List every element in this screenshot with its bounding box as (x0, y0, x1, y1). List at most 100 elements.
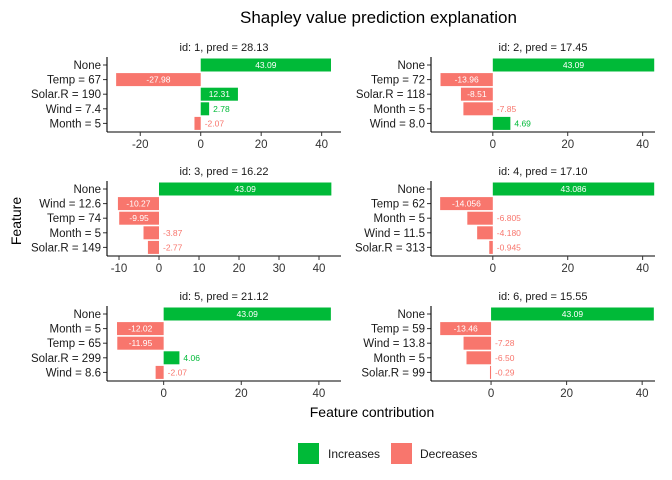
bar-decrease (460, 87, 493, 101)
bar-decrease (440, 322, 492, 336)
x-axis-label: Feature contribution (310, 404, 435, 420)
bar-decrease (489, 365, 492, 379)
bar-increase (200, 58, 331, 72)
chart-title: Shapley value prediction explanation (240, 8, 517, 27)
bar-value-label: -6.50 (495, 353, 515, 363)
bar-value-label: 12.31 (209, 89, 231, 99)
bar-value-label: -27.98 (146, 75, 170, 85)
bar-value-label: -3.87 (163, 228, 183, 238)
y-axis-label: Feature (8, 197, 24, 245)
bar-decrease (194, 116, 201, 130)
x-tick-label: 20 (561, 139, 574, 151)
bar-value-label: -14.056 (452, 199, 481, 209)
feature-label: Temp = 67 (47, 75, 101, 87)
x-tick-label: 0 (490, 139, 496, 151)
feature-label: Wind = 8.0 (370, 118, 425, 130)
legend-swatch-decreases (391, 443, 412, 464)
feature-label: Wind = 7.4 (46, 104, 102, 116)
feature-label: Month = 5 (50, 324, 101, 336)
legend-swatch-increases (298, 443, 319, 464)
x-tick-label: 20 (560, 388, 573, 400)
feature-label: Month = 5 (50, 118, 101, 130)
panel-strip-title: id: 3, pred = 16.22 (180, 166, 269, 178)
feature-label: Temp = 65 (47, 338, 101, 350)
x-tick-label: 40 (636, 388, 649, 400)
bar-value-label: -0.29 (495, 367, 515, 377)
panel-strip-title: id: 1, pred = 28.13 (180, 42, 269, 54)
bar-increase (163, 351, 180, 365)
bar-increase (159, 182, 332, 196)
facet-panel-4: id: 4, pred = 17.10 43.086 None -14.056 Temp… (355, 166, 655, 275)
feature-label: Solar.R = 313 (355, 242, 425, 254)
bar-value-label: 43.086 (561, 184, 587, 194)
bar-decrease (440, 197, 493, 211)
x-tick-label: 40 (313, 263, 326, 275)
x-tick-label: -10 (111, 263, 128, 275)
x-tick-label: 20 (561, 263, 574, 275)
panel-strip-title: id: 4, pred = 17.10 (499, 166, 588, 178)
feature-label: None (398, 60, 426, 72)
x-tick-label: 40 (636, 263, 649, 275)
x-tick-label: 40 (636, 139, 649, 151)
facet-panel-3: id: 3, pred = 16.22 43.09 None -10.27 Wind =… (31, 166, 341, 275)
bar-value-label: 43.09 (237, 309, 259, 319)
feature-label: Month = 5 (374, 353, 425, 365)
feature-label: None (74, 309, 102, 321)
panel-strip-title: id: 5, pred = 21.12 (180, 291, 269, 303)
x-tick-label: 0 (198, 139, 204, 151)
bar-decrease (143, 226, 159, 240)
feature-label: Month = 5 (374, 104, 425, 116)
feature-label: None (74, 60, 102, 72)
bar-decrease (463, 102, 493, 116)
bar-increase (491, 307, 654, 321)
bar-value-label: 43.09 (563, 60, 585, 70)
bar-decrease (463, 336, 492, 350)
bar-decrease (147, 240, 159, 254)
bar-value-label: -12.02 (128, 324, 152, 334)
bar-value-label: -7.28 (495, 338, 515, 348)
bar-value-label: -8.51 (467, 89, 487, 99)
feature-label: Solar.R = 149 (31, 242, 101, 254)
x-tick-label: 30 (273, 263, 286, 275)
bar-value-label: -2.07 (205, 118, 225, 128)
feature-label: Temp = 59 (371, 324, 425, 336)
bar-increase (200, 87, 238, 101)
x-tick-label: 0 (160, 388, 166, 400)
feature-label: Wind = 11.5 (364, 228, 425, 240)
feature-label: Solar.R = 118 (356, 89, 425, 101)
bar-value-label: -2.07 (168, 367, 188, 377)
bar-decrease (440, 73, 493, 87)
x-tick-label: 0 (490, 263, 496, 275)
facet-panels: id: 1, pred = 28.13 43.09 None -27.98 Temp =… (31, 42, 655, 400)
feature-label: Solar.R = 190 (31, 89, 101, 101)
feature-label: Temp = 74 (47, 213, 102, 225)
feature-label: Month = 5 (50, 228, 101, 240)
bar-value-label: -7.85 (497, 104, 517, 114)
bar-increase (492, 58, 655, 72)
x-tick-label: 40 (312, 388, 325, 400)
legend: Increases Decreases (298, 443, 477, 464)
facet-panel-6: id: 6, pred = 15.55 43.09 None -13.46 Temp =… (361, 291, 655, 400)
bar-value-label: 4.69 (514, 118, 531, 128)
facet-panel-2: id: 2, pred = 17.45 43.09 None -13.96 Temp =… (356, 42, 655, 151)
feature-label: None (398, 184, 426, 196)
bar-value-label: -10.27 (126, 199, 150, 209)
bar-decrease (489, 240, 493, 254)
bar-value-label: -11.95 (129, 338, 153, 348)
legend-label-decreases: Decreases (420, 447, 477, 461)
bar-decrease (155, 365, 164, 379)
feature-label: Month = 5 (374, 213, 425, 225)
panel-strip-title: id: 2, pred = 17.45 (499, 42, 588, 54)
x-tick-label: 10 (193, 263, 206, 275)
facet-panel-5: id: 5, pred = 21.12 43.09 None -12.02 Month … (31, 291, 341, 400)
feature-label: Wind = 12.6 (39, 199, 101, 211)
bar-value-label: -13.96 (455, 75, 479, 85)
bar-value-label: 43.09 (562, 309, 584, 319)
feature-label: Temp = 72 (371, 75, 425, 87)
x-tick-label: 0 (156, 263, 162, 275)
bar-value-label: 43.09 (255, 60, 277, 70)
x-tick-label: 40 (315, 139, 328, 151)
bar-value-label: -2.77 (163, 242, 183, 252)
bar-value-label: -0.945 (497, 242, 521, 252)
